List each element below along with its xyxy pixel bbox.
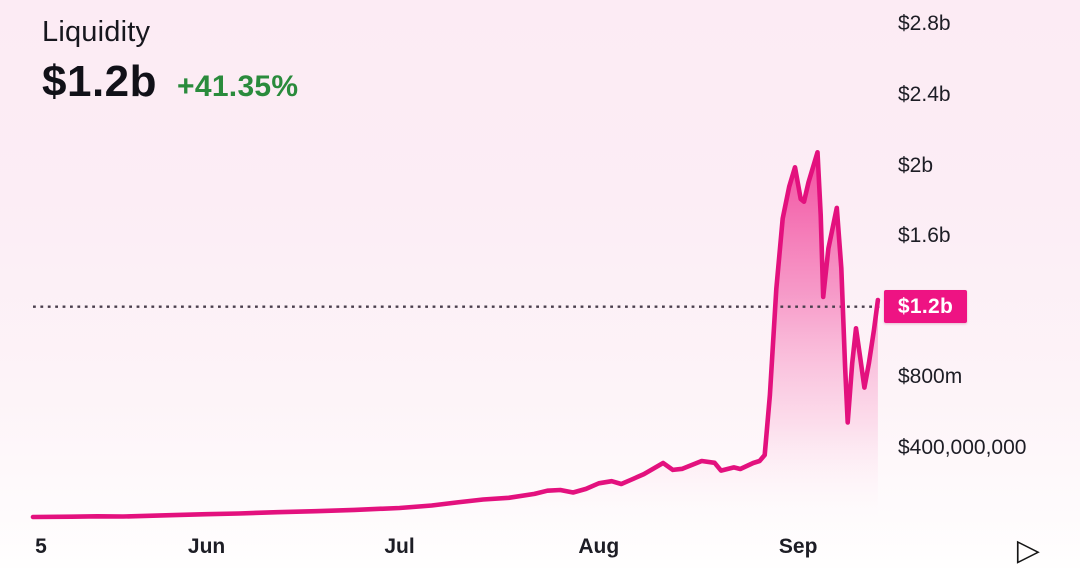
y-axis-label: $1.6b xyxy=(898,224,951,248)
y-axis-label: $400,000,000 xyxy=(898,436,1027,459)
chart-line xyxy=(30,150,881,520)
x-axis-label: Jun xyxy=(187,535,226,558)
chart-header: Liquidity $1.2b +41.35% xyxy=(42,16,298,107)
x-axis-label: Jul xyxy=(384,535,415,558)
change-percent: +41.35% xyxy=(177,70,299,103)
y-axis-label: $2.8b xyxy=(898,12,951,36)
x-axis-label: Aug xyxy=(578,535,620,558)
current-value-badge: $1.2b xyxy=(883,290,968,324)
x-axis-label: 5 xyxy=(35,535,47,558)
play-icon[interactable]: ▷ xyxy=(1016,534,1040,567)
liquidity-value: $1.2b xyxy=(42,57,158,106)
y-axis-label: $2b xyxy=(898,153,934,177)
y-axis-label: $2.4b xyxy=(898,82,951,106)
chart-area-fill xyxy=(33,152,878,568)
panel-title: Liquidity xyxy=(42,16,151,48)
x-axis-label: Sep xyxy=(778,535,818,558)
y-axis-label: $800m xyxy=(898,365,963,389)
